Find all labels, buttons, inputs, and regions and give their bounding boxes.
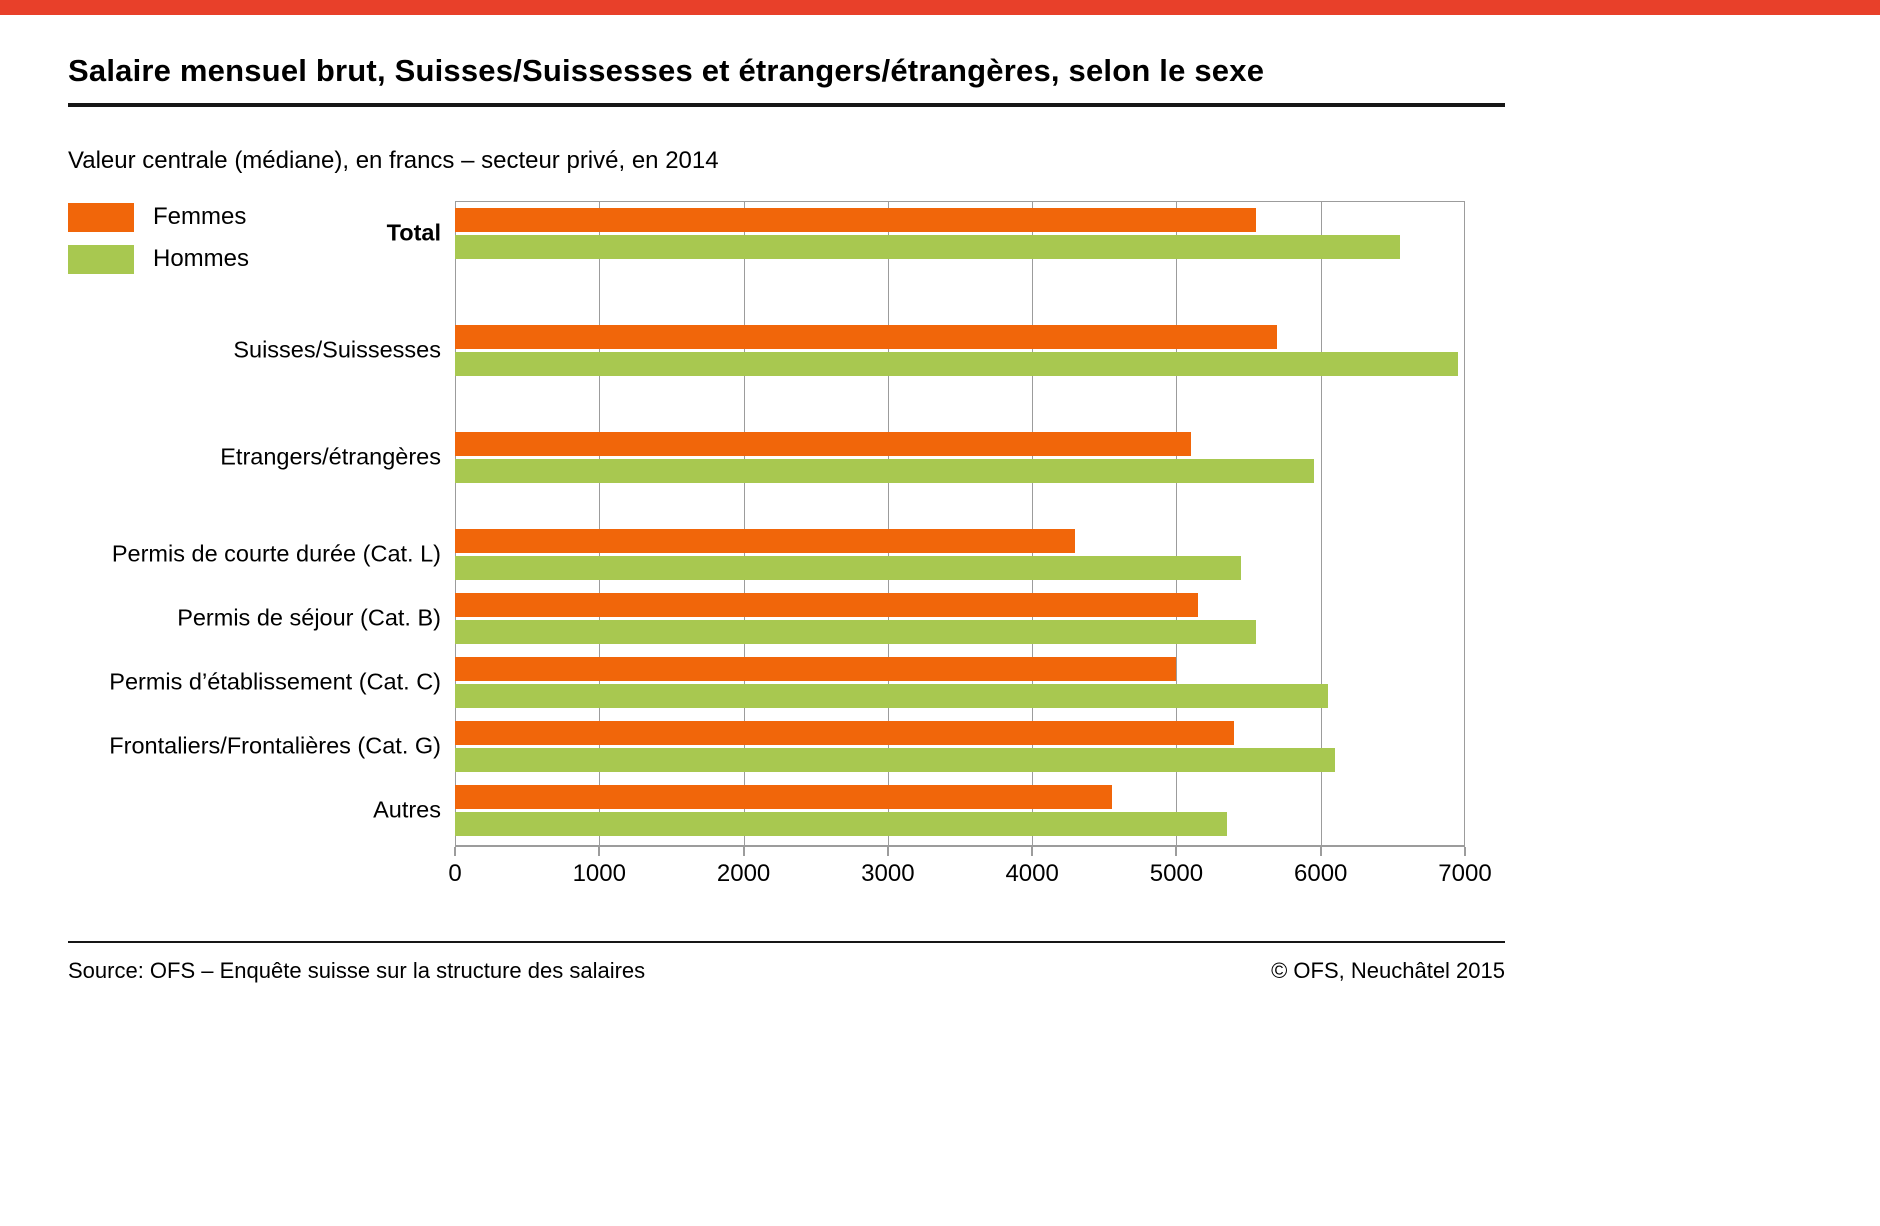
plot-area: Total Suisses/Suissesses Etrangers/étrangè…	[109, 200, 1465, 847]
tick-mark	[598, 846, 601, 856]
bar-group: Permis de courte durée (Cat. L)	[112, 528, 1465, 580]
tick-mark	[1031, 846, 1034, 856]
footer: Source: OFS – Enquête suisse sur la stru…	[68, 958, 1505, 1004]
gridline-4000	[1032, 201, 1034, 845]
footer-divider	[68, 940, 1505, 943]
bar-hommes	[455, 234, 1401, 259]
legend-label: Femmes	[153, 203, 247, 231]
bar-femmes	[455, 720, 1235, 745]
gridline-1000	[599, 201, 601, 845]
category-label: Permis de courte durée (Cat. L)	[111, 540, 441, 567]
bar-femmes	[455, 431, 1191, 456]
bar-group: Autres	[373, 784, 1465, 836]
category-label: Total	[386, 219, 441, 246]
bar-hommes	[455, 811, 1227, 836]
category-label: Frontaliers/Frontalières (Cat. G)	[109, 732, 441, 759]
tick-label: 0	[448, 859, 462, 887]
legend-label: Hommes	[153, 245, 250, 273]
tick-label: 4000	[1005, 859, 1059, 887]
tick-label: 2000	[716, 859, 771, 887]
gridlines	[455, 201, 1465, 845]
category-label: Permis de séjour (Cat. B)	[177, 604, 441, 631]
gridline-0	[455, 201, 456, 845]
bar-hommes	[455, 683, 1328, 708]
tick-mark	[1319, 846, 1322, 856]
bar-femmes	[455, 592, 1199, 617]
tick-label: 5000	[1149, 859, 1204, 887]
chart-subtitle: Valeur centrale (médiane), en francs – s…	[68, 146, 719, 174]
category-label: Autres	[373, 796, 441, 823]
bar-group: Suisses/Suissesses	[233, 324, 1465, 376]
tick-label: 6000	[1294, 859, 1348, 887]
bar-hommes	[455, 619, 1256, 644]
gridline-6000	[1320, 201, 1322, 845]
bar-femmes	[455, 528, 1076, 553]
legend-swatch-femmes	[68, 202, 134, 232]
page-title: Salaire mensuel brut, Suisses/Suissesses…	[68, 53, 1265, 88]
x-axis: 0 1000 2000 3000 4000 5000 6000 7000	[448, 846, 1492, 899]
legend-item-femmes: Femmes	[68, 202, 249, 232]
copyright-note: © OFS, Neuchâtel 2015	[1271, 957, 1505, 983]
tick-mark	[454, 846, 456, 856]
gridline-5000	[1176, 201, 1178, 845]
tick-mark	[1464, 846, 1466, 856]
bar-group: Total	[387, 207, 1465, 259]
legend-swatch-hommes	[68, 244, 134, 274]
top-red-band	[0, 0, 1880, 15]
gridline-3000	[887, 201, 889, 845]
bar-femmes	[455, 784, 1112, 809]
bar-hommes	[455, 351, 1458, 376]
chart-legend: Femmes Hommes	[68, 202, 250, 287]
gridline-7000	[1464, 201, 1465, 845]
tick-label: 3000	[861, 859, 915, 887]
bar-chart: Femmes Hommes Total Suisses/Suissesses Etra…	[68, 200, 1505, 899]
category-label: Suisses/Suissesses	[233, 336, 441, 363]
bar-hommes	[455, 747, 1336, 772]
bar-hommes	[455, 555, 1242, 580]
bar-group: Frontaliers/Frontalières (Cat. G)	[109, 720, 1465, 772]
tick-mark	[886, 846, 889, 856]
bar-group: Etrangers/étrangères	[220, 431, 1465, 483]
category-label: Etrangers/étrangères	[220, 443, 441, 470]
bar-group: Permis de séjour (Cat. B)	[177, 592, 1465, 644]
bar-rows: Total Suisses/Suissesses Etrangers/étrangè…	[109, 207, 1465, 845]
source-note: Source: OFS – Enquête suisse sur la stru…	[68, 957, 646, 983]
bar-femmes	[455, 656, 1177, 681]
gridline-2000	[743, 201, 745, 845]
bar-femmes	[455, 324, 1278, 349]
bar-hommes	[455, 458, 1314, 483]
bar-femmes	[455, 207, 1256, 232]
legend-item-hommes: Hommes	[68, 244, 250, 274]
bar-group: Permis d’établissement (Cat. C)	[109, 656, 1465, 708]
tick-label: 7000	[1438, 859, 1492, 887]
tick-mark	[742, 846, 745, 856]
chart-page: Salaire mensuel brut, Suisses/Suissesses…	[68, 53, 1505, 1004]
tick-label: 1000	[572, 859, 626, 887]
title-divider	[68, 102, 1505, 107]
tick-mark	[1175, 846, 1178, 856]
category-label: Permis d’établissement (Cat. C)	[109, 668, 441, 695]
